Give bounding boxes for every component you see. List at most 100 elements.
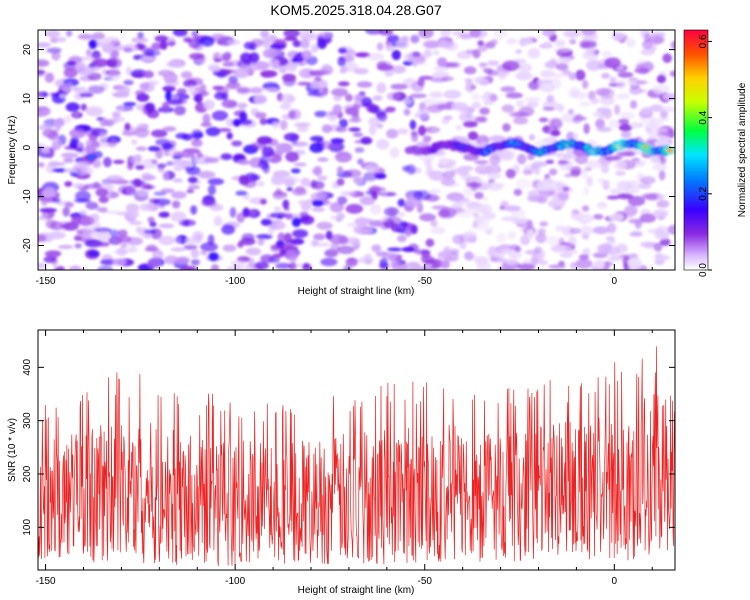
noise-blob (95, 188, 109, 197)
noise-blob (56, 265, 66, 270)
noise-blob (400, 35, 409, 43)
noise-blob (432, 128, 440, 133)
noise-blob (256, 136, 273, 145)
noise-blob (536, 180, 554, 191)
snr-frame (37, 329, 676, 571)
noise-blob (640, 176, 656, 185)
noise-blob (249, 209, 256, 216)
noise-blob (601, 50, 613, 58)
noise-blob (657, 194, 665, 200)
noise-blob (570, 262, 577, 269)
noise-blob (63, 157, 74, 163)
noise-blob (477, 225, 495, 232)
colorbar-tick-label: 0.0 (698, 263, 709, 277)
noise-blob (248, 257, 255, 268)
noise-blob (199, 84, 207, 93)
noise-blob (103, 157, 112, 168)
noise-blob (429, 91, 444, 99)
noise-blob (76, 61, 87, 70)
noise-blob (562, 186, 570, 192)
noise-blob (431, 226, 446, 235)
noise-blob (502, 60, 520, 72)
noise-blob (93, 227, 112, 233)
noise-blob (71, 215, 81, 227)
noise-blob (282, 73, 297, 82)
noise-blob (368, 117, 379, 127)
noise-blob (270, 174, 286, 186)
noise-blob (464, 78, 473, 83)
noise-blob (254, 112, 267, 119)
noise-blob (73, 198, 91, 203)
noise-blob (147, 216, 155, 223)
noise-blob (496, 232, 507, 243)
noise-blob (175, 256, 190, 264)
noise-blob (60, 152, 79, 158)
noise-blob (503, 205, 521, 212)
noise-blob (221, 224, 236, 235)
noise-blob (418, 125, 426, 136)
noise-blob (316, 221, 333, 230)
noise-blob (200, 242, 218, 252)
noise-blob (438, 39, 455, 49)
noise-blob (163, 150, 170, 157)
y-tick-label: 300 (22, 412, 33, 429)
noise-blob (250, 174, 261, 181)
noise-blob (430, 219, 438, 228)
noise-blob (317, 175, 328, 181)
noise-blob (418, 30, 434, 39)
noise-blob (616, 79, 627, 90)
noise-blob (411, 131, 419, 143)
noise-blob (97, 241, 110, 247)
noise-blob (592, 214, 604, 220)
noise-blob (505, 92, 523, 99)
noise-blob (279, 103, 292, 110)
noise-blob (595, 118, 605, 129)
noise-blob (419, 213, 436, 222)
noise-blob (294, 122, 311, 127)
noise-blob (202, 113, 211, 125)
spectrogram-heatmap (38, 30, 675, 270)
noise-blob (605, 235, 615, 242)
noise-blob (569, 35, 576, 44)
noise-blob (320, 257, 338, 267)
x-tick-label: -150 (36, 576, 56, 587)
noise-blob (327, 110, 338, 116)
noise-blob (469, 30, 482, 38)
noise-blob (302, 263, 310, 269)
spectrogram-y-label: Frequency (Hz) (7, 116, 18, 185)
noise-blob (149, 221, 157, 228)
noise-blob (527, 153, 535, 161)
noise-blob (487, 60, 500, 66)
noise-blob (491, 182, 498, 187)
noise-blob (357, 158, 364, 165)
noise-blob (337, 81, 350, 87)
noise-blob (539, 221, 549, 227)
noise-blob (59, 93, 66, 99)
noise-blob (546, 94, 555, 103)
noise-blob (172, 30, 188, 37)
noise-blob (338, 47, 348, 54)
noise-blob (203, 157, 219, 164)
x-tick-label: -50 (418, 276, 433, 287)
noise-blob (96, 116, 103, 121)
noise-blob (542, 106, 555, 111)
noise-blob (282, 175, 300, 185)
noise-blob (158, 223, 175, 229)
noise-blob (299, 39, 310, 49)
noise-blob (84, 239, 103, 248)
noise-blob (578, 254, 589, 261)
noise-blob (345, 237, 361, 245)
noise-blob (285, 151, 300, 162)
noise-blob (171, 191, 187, 199)
noise-blob (64, 168, 78, 173)
noise-blob (637, 183, 652, 189)
noise-blob (117, 247, 127, 256)
noise-blob (617, 181, 632, 191)
noise-blob (257, 181, 265, 187)
noise-blob (331, 88, 349, 97)
noise-blob (318, 31, 332, 38)
noise-blob (135, 226, 142, 234)
noise-blob (231, 140, 243, 147)
noise-blob (636, 150, 643, 156)
